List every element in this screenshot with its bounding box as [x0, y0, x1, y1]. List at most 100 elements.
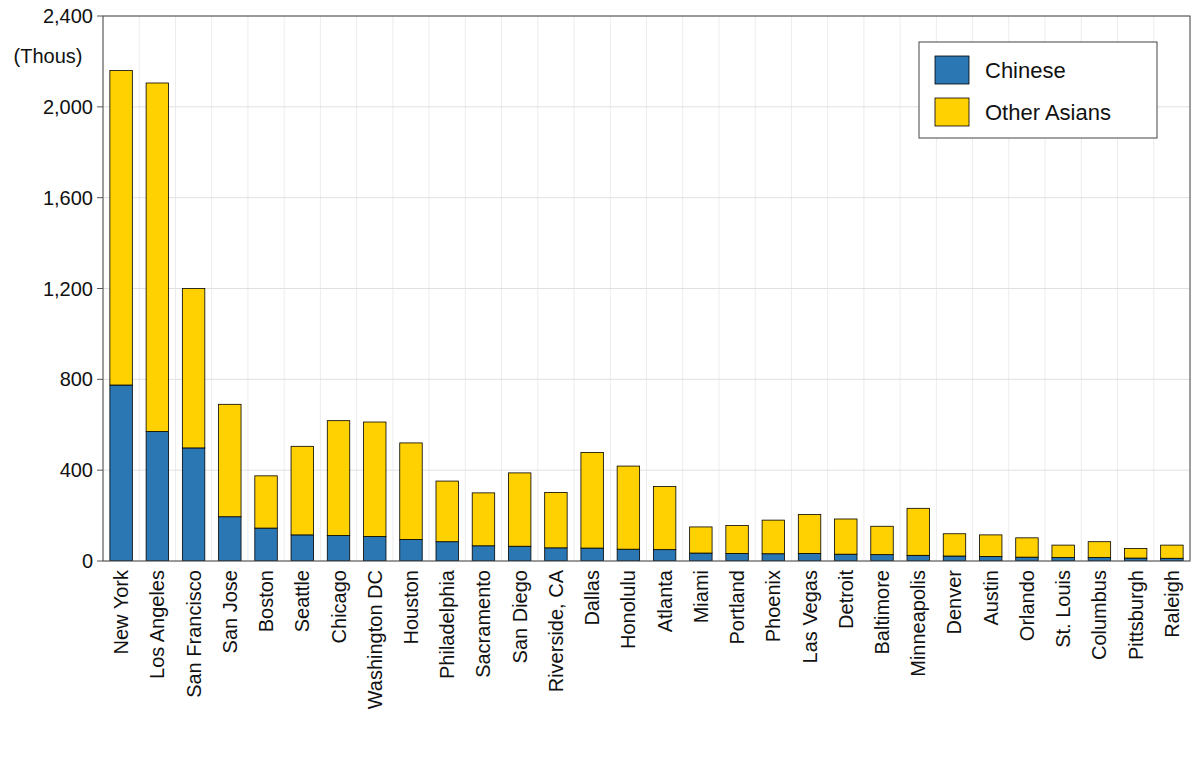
- bar-segment: [1052, 545, 1074, 557]
- bar-segment: [979, 535, 1001, 557]
- y-axis-label: (Thous): [14, 45, 83, 67]
- x-tick-label: Los Angeles: [146, 570, 168, 679]
- bar-segment: [472, 493, 494, 546]
- bar-segment: [255, 476, 277, 528]
- grid-line: [103, 470, 1190, 471]
- tick-mark: [97, 470, 103, 471]
- bar-segment: [835, 554, 857, 561]
- bar-segment: [871, 555, 893, 561]
- bar-segment: [762, 520, 784, 554]
- bar-segment: [762, 554, 784, 561]
- x-tick-label: Boston: [255, 570, 277, 632]
- bar-segment: [1016, 557, 1038, 561]
- bar-segment: [726, 526, 748, 554]
- x-tick-label: Denver: [943, 570, 965, 635]
- legend-swatch: [935, 98, 969, 126]
- x-tick-label: Dallas: [581, 570, 603, 626]
- x-tick-label: Honolulu: [617, 570, 639, 649]
- bar-segment: [545, 548, 567, 561]
- bar-segment: [291, 535, 313, 561]
- tick-mark: [97, 106, 103, 107]
- x-tick-label: Raleigh: [1161, 570, 1183, 638]
- bar-segment: [110, 71, 132, 386]
- bar-segment: [943, 534, 965, 556]
- bar-segment: [1052, 558, 1074, 561]
- x-tick-label: San Jose: [219, 570, 241, 653]
- bar-segment: [110, 385, 132, 561]
- bar-segment: [327, 421, 349, 536]
- grid-line: [103, 288, 1190, 289]
- bar-segment: [581, 452, 603, 548]
- y-tick-label: 0: [82, 550, 93, 572]
- bar-segment: [219, 404, 241, 516]
- x-tick-label: Miami: [690, 570, 712, 623]
- bar-segment: [979, 556, 1001, 561]
- bar-segment: [907, 555, 929, 561]
- grid-line: [103, 197, 1190, 198]
- legend-swatch: [935, 56, 969, 84]
- x-tick-label: Houston: [400, 570, 422, 645]
- x-tick-label: Detroit: [835, 570, 857, 629]
- bars: [110, 71, 1183, 562]
- bar-segment: [436, 542, 458, 561]
- y-tick-label: 400: [60, 459, 93, 481]
- bar-segment: [907, 508, 929, 555]
- bar-segment: [653, 487, 675, 550]
- x-tick-label: Portland: [726, 570, 748, 645]
- x-tick-label: Las Vegas: [799, 570, 821, 663]
- legend-label: Chinese: [985, 58, 1066, 83]
- x-tick-label: New York: [110, 569, 132, 654]
- bar-segment: [182, 448, 204, 561]
- bar-segment: [219, 517, 241, 561]
- bar-segment: [364, 422, 386, 536]
- bar-segment: [1124, 549, 1146, 559]
- tick-mark: [97, 288, 103, 289]
- bar-segment: [690, 553, 712, 561]
- bar-segment: [400, 443, 422, 540]
- x-tick-label: Austin: [980, 570, 1002, 626]
- bar-segment: [255, 528, 277, 561]
- bar-segment: [327, 536, 349, 561]
- x-tick-label: Atlanta: [654, 569, 676, 632]
- bar-segment: [472, 546, 494, 561]
- bar-segment: [871, 526, 893, 554]
- bar-segment: [1161, 545, 1183, 558]
- y-tick-label: 2,000: [43, 96, 93, 118]
- bar-segment: [690, 527, 712, 553]
- x-tick-label: Sacramento: [472, 570, 494, 678]
- bar-segment: [146, 83, 168, 432]
- chart: 04008001,2001,6002,0002,400New YorkLos A…: [0, 0, 1200, 767]
- bar-segment: [436, 481, 458, 542]
- tick-mark: [97, 197, 103, 198]
- y-tick-label: 2,400: [43, 5, 93, 27]
- x-tick-label: Orlando: [1016, 570, 1038, 641]
- bar-segment: [726, 554, 748, 561]
- bar-segment: [508, 546, 530, 561]
- bar-segment: [1016, 538, 1038, 557]
- x-tick-label: St. Louis: [1052, 570, 1074, 648]
- bar-segment: [508, 473, 530, 546]
- bar-segment: [798, 514, 820, 553]
- legend-label: Other Asians: [985, 100, 1111, 125]
- y-tick-label: 800: [60, 368, 93, 390]
- tick-mark: [97, 379, 103, 380]
- bar-segment: [182, 289, 204, 448]
- y-tick-label: 1,600: [43, 187, 93, 209]
- bar-segment: [581, 548, 603, 561]
- bar-segment: [653, 550, 675, 561]
- bar-segment: [364, 536, 386, 561]
- x-tick-label: San Francisco: [183, 570, 205, 698]
- legend: Chinese Other Asians: [919, 42, 1157, 138]
- legend-box: [919, 42, 1157, 138]
- x-tick-label: Minneapolis: [907, 570, 929, 677]
- bar-segment: [291, 446, 313, 535]
- tick-mark: [97, 16, 103, 17]
- x-tick-label: Chicago: [328, 570, 350, 643]
- bar-segment: [798, 554, 820, 561]
- bar-segment: [1088, 542, 1110, 558]
- plot-frame: [103, 16, 1190, 561]
- bar-segment: [400, 539, 422, 561]
- bar-segment: [1088, 558, 1110, 561]
- x-tick-label: Pittsburgh: [1125, 570, 1147, 660]
- bar-segment: [943, 556, 965, 561]
